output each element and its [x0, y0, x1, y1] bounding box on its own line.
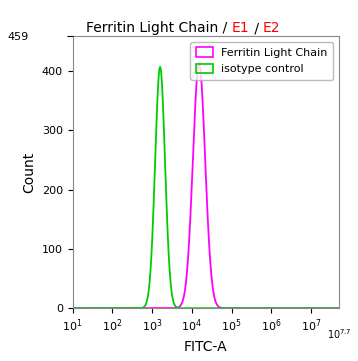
isotype control: [240, 306, 244, 310]
Text: Ferritin Light Chain /: Ferritin Light Chain /: [86, 21, 232, 35]
Ferritin Light Chain: [167, 306, 171, 310]
Text: /: /: [250, 21, 263, 35]
isotype control: [282, 306, 286, 310]
Ferritin Light Chain: [282, 306, 286, 310]
Ferritin Light Chain: [268, 306, 272, 310]
isotype control: [337, 306, 341, 310]
Line: Ferritin Light Chain: Ferritin Light Chain: [73, 64, 339, 308]
isotype control: [71, 306, 75, 310]
isotype control: [228, 306, 232, 310]
Line: isotype control: isotype control: [73, 67, 339, 308]
Text: $10^{7.7}$: $10^{7.7}$: [327, 328, 351, 342]
Text: E2: E2: [263, 21, 281, 35]
Ferritin Light Chain: [228, 306, 232, 310]
Ferritin Light Chain: [84, 306, 88, 310]
Y-axis label: Count: Count: [22, 152, 36, 193]
isotype control: [167, 259, 171, 264]
Legend: Ferritin Light Chain, isotype control: Ferritin Light Chain, isotype control: [190, 42, 333, 80]
isotype control: [158, 65, 162, 69]
Ferritin Light Chain: [337, 306, 341, 310]
Ferritin Light Chain: [240, 306, 244, 310]
X-axis label: FITC-A: FITC-A: [184, 340, 228, 354]
isotype control: [268, 306, 272, 310]
Text: E1: E1: [232, 21, 250, 35]
isotype control: [84, 306, 88, 310]
Ferritin Light Chain: [197, 61, 201, 66]
Ferritin Light Chain: [71, 306, 75, 310]
